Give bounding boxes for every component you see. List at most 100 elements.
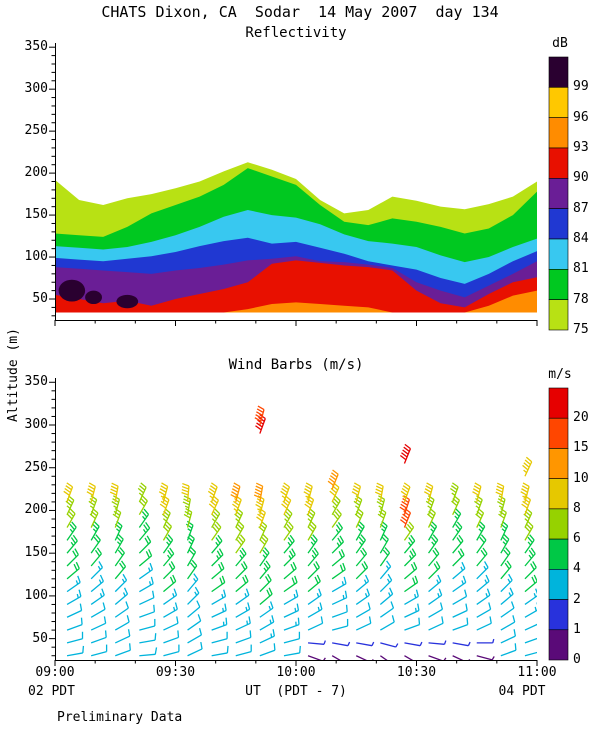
wind-barb — [351, 482, 362, 503]
wind-barb — [235, 630, 252, 644]
reflectivity-contour — [55, 162, 537, 313]
wind-barb — [139, 576, 154, 593]
wind-barb — [114, 573, 128, 593]
wind-barb — [423, 482, 434, 503]
wind-barb — [66, 534, 78, 554]
wind-barb — [355, 561, 369, 580]
wind-barb — [235, 521, 245, 541]
y-tick-label: 250 — [24, 123, 48, 139]
wind-barb — [404, 561, 418, 580]
wind-barb — [500, 601, 515, 618]
wind-barb — [163, 588, 178, 605]
reflectivity-band-93db — [55, 290, 537, 313]
preliminary-data-note: Preliminary Data — [57, 710, 183, 725]
wind-barb — [283, 589, 299, 606]
wind-barb — [66, 589, 82, 606]
wind-barb — [355, 574, 370, 593]
wind-barb — [187, 627, 203, 644]
y-tick-label: 350 — [24, 374, 48, 390]
wind-barb — [476, 588, 491, 605]
wind-barb — [66, 575, 81, 593]
wind-barb — [476, 521, 486, 541]
wind-barb — [235, 561, 248, 580]
wind-barb — [114, 560, 127, 580]
wind-barb — [524, 588, 537, 605]
db-colorbar-label: 87 — [573, 200, 589, 216]
wind-barb — [331, 535, 345, 554]
wind-barb — [235, 534, 246, 554]
wind-barb — [283, 645, 301, 657]
wind-barb — [283, 521, 294, 541]
wind-barb — [425, 495, 435, 515]
wind-barb — [307, 588, 322, 605]
wind-barb — [90, 588, 105, 605]
wind-barb — [139, 590, 155, 606]
wind-barb — [187, 614, 202, 631]
wind-barb — [235, 547, 247, 567]
wind-barb — [355, 655, 374, 660]
wind-barb — [379, 547, 391, 567]
y-tick-label: 150 — [24, 545, 48, 561]
wind-barb — [452, 617, 469, 631]
wind-barb — [138, 549, 153, 567]
x-tick-label: 10:30 — [396, 665, 437, 680]
wind-barb — [114, 629, 131, 644]
wind-barb — [182, 495, 191, 515]
wind-barb — [259, 533, 269, 554]
wind-barb — [452, 575, 467, 593]
wind-barb — [476, 574, 490, 593]
wind-barb — [500, 573, 513, 593]
wind-barb — [476, 616, 492, 631]
wind-barb — [331, 590, 348, 606]
wind-barb — [159, 495, 170, 515]
wind-barb — [186, 546, 197, 567]
wind-barb — [331, 522, 343, 541]
reflectivity-panel-title: Reflectivity — [245, 25, 347, 41]
wind-barb — [356, 641, 375, 647]
ms-colorbar-label: 15 — [573, 440, 589, 456]
wind-barb — [428, 616, 444, 631]
wind-barb — [259, 573, 272, 593]
wind-barb — [187, 573, 199, 593]
wind-barb — [355, 616, 372, 631]
wind-barb — [307, 521, 317, 541]
wind-barb — [139, 618, 156, 631]
wind-barb — [259, 547, 270, 567]
wind-barb — [138, 508, 150, 528]
wind-barb — [307, 534, 318, 554]
wind-barb — [66, 645, 85, 657]
wind-barb — [522, 456, 533, 477]
db-colorbar-label: 96 — [573, 109, 589, 125]
wind-barb — [521, 495, 532, 515]
wind-barb — [404, 655, 414, 660]
y-tick-label: 200 — [24, 165, 48, 181]
wind-barb — [452, 548, 465, 567]
wind-barb — [331, 508, 342, 528]
wind-barb — [66, 617, 83, 631]
wind-barb — [232, 495, 242, 515]
ms-colorbar-label: 20 — [573, 410, 589, 426]
y-tick-label: 150 — [24, 207, 48, 223]
wind-barb — [524, 637, 537, 644]
wind-barb — [137, 482, 147, 503]
wind-barb — [114, 615, 130, 631]
wind-barb — [500, 533, 510, 554]
wind-barb — [259, 587, 273, 605]
wind-barb — [355, 588, 370, 605]
figure-title: CHATS Dixon, CA Sodar 14 May 2007 day 13… — [101, 3, 499, 21]
wind-barb — [404, 603, 420, 618]
wind-barb — [307, 655, 326, 660]
wind-barb — [163, 644, 180, 657]
y-tick-label: 350 — [24, 39, 48, 55]
wind-barb — [307, 616, 324, 631]
wind-barb — [520, 482, 530, 503]
ms-colorbar-label: 8 — [573, 500, 581, 516]
wind-barb — [331, 549, 345, 567]
wind-barb — [115, 643, 131, 657]
y-tick-label: 300 — [24, 81, 48, 97]
wind-barb — [331, 618, 349, 631]
wind-barb — [355, 534, 366, 554]
high-reflectivity-spot — [85, 290, 102, 305]
wind-barb — [303, 482, 313, 503]
